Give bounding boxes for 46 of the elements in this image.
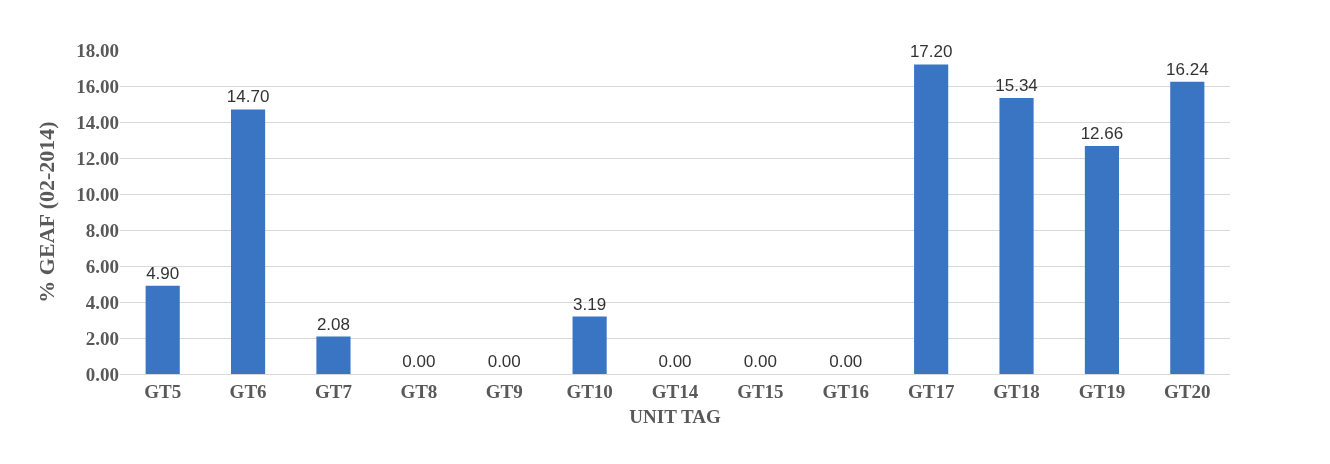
x-axis-title: UNIT TAG bbox=[629, 405, 721, 427]
y-tick-label: 12.00 bbox=[76, 147, 119, 169]
y-tick-label: 8.00 bbox=[85, 219, 119, 241]
bar bbox=[914, 64, 949, 374]
data-label: 0.00 bbox=[743, 352, 777, 371]
x-tick-label: GT8 bbox=[400, 380, 438, 402]
data-label: 16.24 bbox=[1166, 59, 1209, 79]
bar bbox=[1084, 146, 1119, 374]
x-tick-label: GT20 bbox=[1164, 380, 1211, 402]
data-label: 4.90 bbox=[146, 263, 180, 283]
bar bbox=[316, 336, 351, 374]
y-tick-label: 6.00 bbox=[85, 255, 119, 277]
x-tick-label: GT17 bbox=[907, 380, 955, 402]
data-label: 2.08 bbox=[316, 314, 351, 334]
y-tick-label: 10.00 bbox=[76, 183, 119, 205]
x-tick-label: GT7 bbox=[314, 380, 353, 402]
bar bbox=[572, 316, 607, 374]
y-tick-label: 16.00 bbox=[76, 75, 119, 97]
data-label: 0.00 bbox=[829, 352, 863, 371]
y-tick-label: 18.00 bbox=[76, 39, 119, 61]
data-label: 0.00 bbox=[487, 352, 521, 371]
y-tick-label: 2.00 bbox=[85, 327, 119, 349]
bar bbox=[231, 109, 266, 374]
y-tick-label: 4.00 bbox=[85, 291, 119, 313]
bar bbox=[145, 285, 180, 374]
y-tick-label: 14.00 bbox=[76, 111, 119, 133]
bar bbox=[999, 97, 1034, 374]
x-tick-label: GT10 bbox=[566, 380, 613, 402]
y-axis-title: % GEAF (02-2014) bbox=[34, 121, 60, 303]
data-label: 12.66 bbox=[1080, 124, 1124, 144]
data-label: 0.00 bbox=[402, 352, 436, 371]
data-label: 0.00 bbox=[658, 352, 692, 371]
data-label: 17.20 bbox=[909, 42, 953, 62]
y-tick-label: 0.00 bbox=[85, 363, 119, 385]
data-label: 15.34 bbox=[995, 75, 1038, 95]
data-label: 3.19 bbox=[573, 294, 607, 314]
x-tick-label: GT6 bbox=[229, 380, 267, 402]
data-label: 14.70 bbox=[226, 87, 270, 107]
x-tick-label: GT15 bbox=[737, 380, 784, 402]
x-tick-label: GT18 bbox=[993, 380, 1040, 402]
bar bbox=[1170, 81, 1205, 374]
x-tick-label: GT16 bbox=[822, 380, 869, 402]
x-tick-label: GT14 bbox=[651, 380, 699, 402]
x-tick-label: GT5 bbox=[144, 380, 182, 402]
x-tick-label: GT9 bbox=[485, 380, 523, 402]
x-tick-label: GT19 bbox=[1078, 380, 1126, 402]
